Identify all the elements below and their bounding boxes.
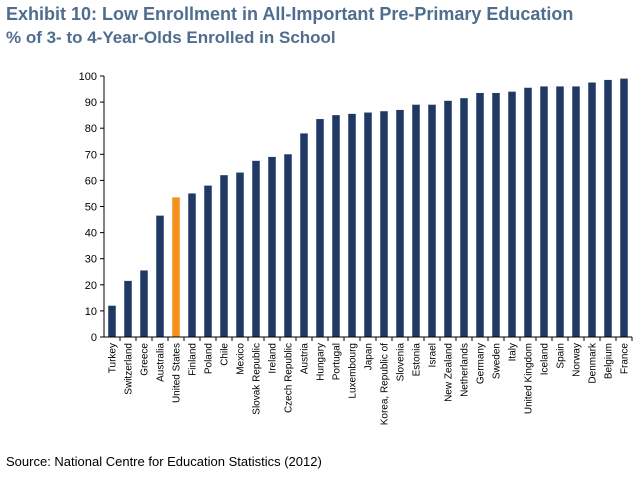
- x-tick-label: Greece: [140, 343, 151, 376]
- x-tick-label: Ireland: [268, 343, 279, 374]
- bar-chile: [220, 175, 228, 337]
- bar-sweden: [492, 92, 500, 337]
- x-tick-label: Australia: [156, 343, 167, 382]
- y-tick-label: 40: [85, 228, 97, 240]
- chart-title: Exhibit 10: Low Enrollment in All-Import…: [6, 4, 574, 24]
- y-tick-label: 50: [85, 202, 97, 214]
- x-tick-label: Netherlands: [460, 343, 471, 397]
- x-tick-label: France: [620, 343, 631, 375]
- bar-france: [620, 78, 628, 338]
- x-tick-label: Portugal: [332, 343, 343, 380]
- x-tick-label: Slovak Republic: [252, 343, 263, 415]
- x-tick-label: Finland: [188, 343, 199, 376]
- source-note: Source: National Centre for Education St…: [6, 454, 322, 469]
- bar-luxembourg: [348, 113, 356, 337]
- bar-austria: [300, 133, 308, 337]
- x-tick-label: Israel: [428, 343, 439, 367]
- x-tick-label: Japan: [364, 343, 375, 370]
- x-tick-label: New Zealand: [444, 343, 455, 402]
- bar-korea-republic-of: [380, 111, 388, 337]
- x-tick-label: Italy: [508, 343, 519, 361]
- bar-united-kingdom: [524, 87, 532, 338]
- bar-new-zealand: [444, 100, 452, 337]
- y-axis: 0 10 20 30 40 50 60 70 80 90 100: [79, 71, 105, 344]
- bar-israel: [428, 104, 436, 338]
- x-tick-label: Hungary: [316, 343, 327, 381]
- y-tick-label: 100: [79, 71, 97, 83]
- bar-italy: [508, 91, 516, 337]
- bar-norway: [572, 86, 580, 337]
- x-tick-label: Sweden: [492, 343, 503, 379]
- y-tick-label: 80: [85, 123, 97, 135]
- bar-estonia: [412, 104, 420, 338]
- y-tick-label: 10: [85, 306, 97, 318]
- x-tick-label: Mexico: [236, 343, 247, 375]
- x-tick-label: United Kingdom: [524, 343, 535, 414]
- bar-slovenia: [396, 109, 404, 338]
- x-tick-label: Turkey: [108, 343, 119, 373]
- y-tick-label: 30: [85, 254, 97, 266]
- bar-greece: [140, 270, 148, 337]
- y-tick-label: 70: [85, 149, 97, 161]
- bar-japan: [364, 112, 372, 337]
- bar-iceland: [540, 86, 548, 337]
- y-tick-label: 90: [85, 97, 97, 109]
- bar-slovak-republic: [252, 160, 260, 337]
- bar-switzerland: [124, 280, 132, 337]
- x-tick-label: Austria: [300, 343, 311, 375]
- x-tick-label: Spain: [556, 343, 567, 369]
- bar-netherlands: [460, 98, 468, 337]
- x-tick-label: Chile: [220, 343, 231, 366]
- x-tick-label: Czech Republic: [284, 343, 295, 413]
- bar-ireland: [268, 156, 276, 337]
- x-tick-label: Belgium: [604, 343, 615, 379]
- bar-czech-republic: [284, 154, 292, 337]
- x-axis: Turkey Switzerland Greece Australia United S…: [104, 336, 633, 425]
- x-tick-label: United States: [172, 343, 183, 403]
- chart-subtitle: % of 3- to 4-Year-Olds Enrolled in Schoo…: [6, 28, 336, 47]
- bar-mexico: [236, 172, 244, 337]
- bar-belgium: [604, 79, 612, 337]
- x-tick-label: Norway: [572, 343, 583, 377]
- y-tick-label: 60: [85, 175, 97, 187]
- y-tick-label: 20: [85, 280, 97, 292]
- bar-germany: [476, 92, 484, 337]
- bar-hungary: [316, 119, 324, 337]
- x-tick-label: Luxembourg: [348, 343, 359, 399]
- bar-united-states: [172, 197, 180, 337]
- bar-spain: [556, 86, 564, 337]
- x-tick-label: Switzerland: [124, 343, 135, 395]
- y-tick-label: 0: [91, 332, 97, 344]
- x-tick-label: Poland: [204, 343, 215, 374]
- x-tick-label: Slovenia: [396, 343, 407, 382]
- bar-poland: [204, 185, 212, 337]
- x-tick-label: Germany: [476, 343, 487, 384]
- x-tick-label: Estonia: [412, 343, 423, 377]
- x-tick-label: Iceland: [540, 343, 551, 375]
- bar-chart: 0 10 20 30 40 50 60 70 80 90 100 Turkey Switzerland…: [79, 71, 633, 425]
- bar-finland: [188, 193, 196, 337]
- x-tick-label: Korea, Republic of: [380, 343, 391, 425]
- bar-portugal: [332, 115, 340, 338]
- bar-turkey: [108, 305, 116, 337]
- bar-denmark: [588, 82, 596, 338]
- x-tick-label: Denmark: [588, 342, 599, 384]
- bar-australia: [156, 215, 164, 337]
- bars: [108, 78, 628, 338]
